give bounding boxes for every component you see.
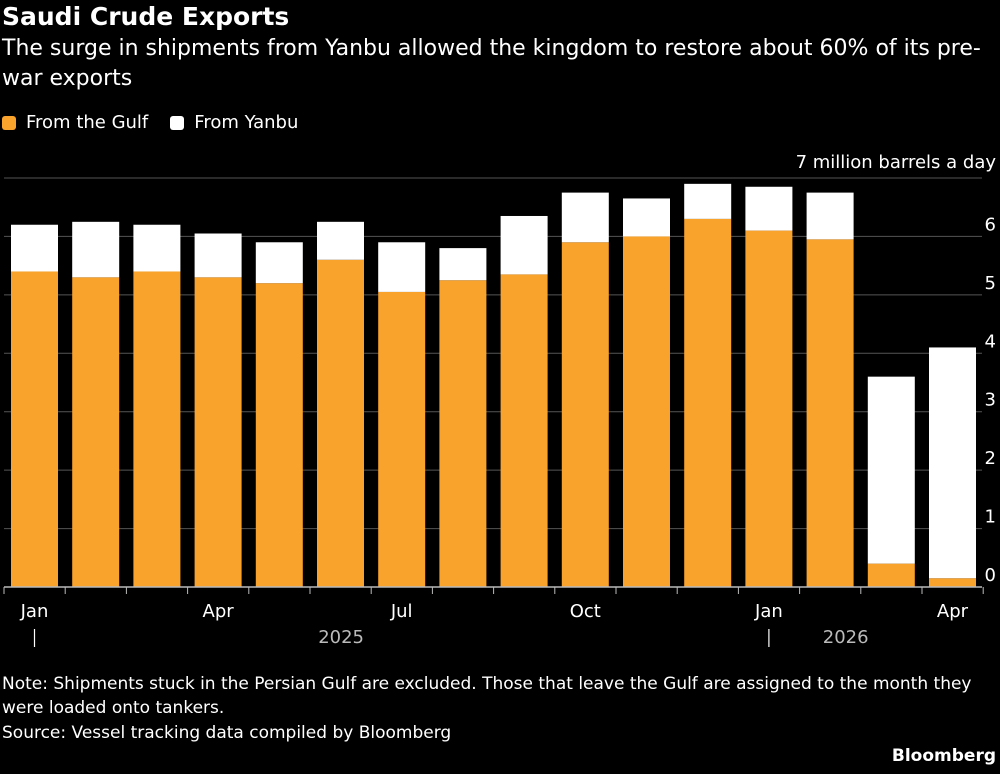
bar-from-the-gulf [317, 259, 364, 587]
bar-from-yanbu [194, 233, 242, 278]
bar-from-the-gulf [255, 283, 303, 587]
bar-from-yanbu [623, 198, 670, 237]
legend: From the Gulf From Yanbu [2, 112, 320, 133]
x-tick-label: Oct [570, 601, 601, 622]
y-tick-label: 2 [985, 448, 996, 469]
legend-swatch-yanbu [170, 115, 185, 130]
chart-subtitle: The surge in shipments from Yanbu allowe… [2, 36, 981, 91]
legend-label-gulf: From the Gulf [26, 112, 149, 133]
bar-from-yanbu [745, 186, 793, 231]
bar-from-the-gulf [561, 242, 609, 587]
year-label: 2025 [318, 627, 364, 648]
chart-source: Source: Vessel tracking data compiled by… [2, 723, 452, 743]
y-tick-label: 0 [985, 565, 996, 586]
chart-title: Saudi Crude Exports [2, 2, 290, 31]
year-label: 2026 [823, 627, 869, 648]
bar-from-yanbu [500, 215, 548, 275]
bar-from-yanbu [867, 376, 915, 564]
bar-from-yanbu [11, 224, 58, 272]
legend-item-yanbu: From Yanbu [170, 112, 298, 133]
y-tick-label: 3 [985, 390, 996, 411]
bar-from-the-gulf [72, 277, 120, 587]
bar-from-yanbu [929, 347, 976, 579]
bar-from-the-gulf [378, 291, 426, 587]
chart-note: Note: Shipments stuck in the Persian Gul… [2, 674, 972, 718]
bar-from-yanbu [255, 242, 303, 284]
bar-from-the-gulf [623, 236, 670, 587]
bar-from-the-gulf [806, 239, 854, 587]
y-axis-top-label: 7 million barrels a day [796, 152, 997, 173]
bar-from-yanbu [72, 221, 120, 278]
x-tick-label: Apr [203, 601, 235, 622]
bar-from-yanbu [806, 192, 854, 240]
bar-chart: 7 million barrels a day 0 1 2 3 4 5 6 Jan Apr Jul O… [3, 152, 997, 648]
bar-from-yanbu [684, 183, 732, 219]
bar-from-the-gulf [133, 271, 181, 587]
x-tick-label: Jan [20, 601, 49, 622]
bar-from-the-gulf [684, 218, 732, 587]
bar-from-the-gulf [11, 271, 58, 587]
bar-from-yanbu [133, 224, 181, 272]
x-tick-label: Apr [937, 601, 969, 622]
bar-from-the-gulf [929, 578, 976, 587]
bar-from-yanbu [317, 221, 364, 260]
legend-label-yanbu: From Yanbu [194, 112, 299, 133]
bloomberg-logo: Bloomberg [891, 746, 996, 766]
y-tick-label: 1 [985, 507, 996, 528]
bar-from-the-gulf [439, 280, 487, 587]
y-tick-label: 5 [985, 273, 996, 294]
bar-from-yanbu [439, 248, 487, 281]
legend-swatch-gulf [2, 115, 16, 130]
bar-from-the-gulf [745, 230, 793, 587]
bar-from-the-gulf [500, 274, 548, 587]
bar-from-yanbu [561, 192, 609, 243]
x-tick-label: Jan [754, 601, 783, 622]
bar-from-yanbu [378, 242, 426, 292]
bar-from-the-gulf [867, 563, 915, 587]
y-tick-label: 4 [985, 331, 996, 352]
y-tick-label: 6 [985, 214, 996, 235]
x-tick-label: Jul [390, 601, 413, 622]
bar-from-the-gulf [194, 277, 242, 587]
legend-item-gulf: From the Gulf [2, 112, 148, 133]
